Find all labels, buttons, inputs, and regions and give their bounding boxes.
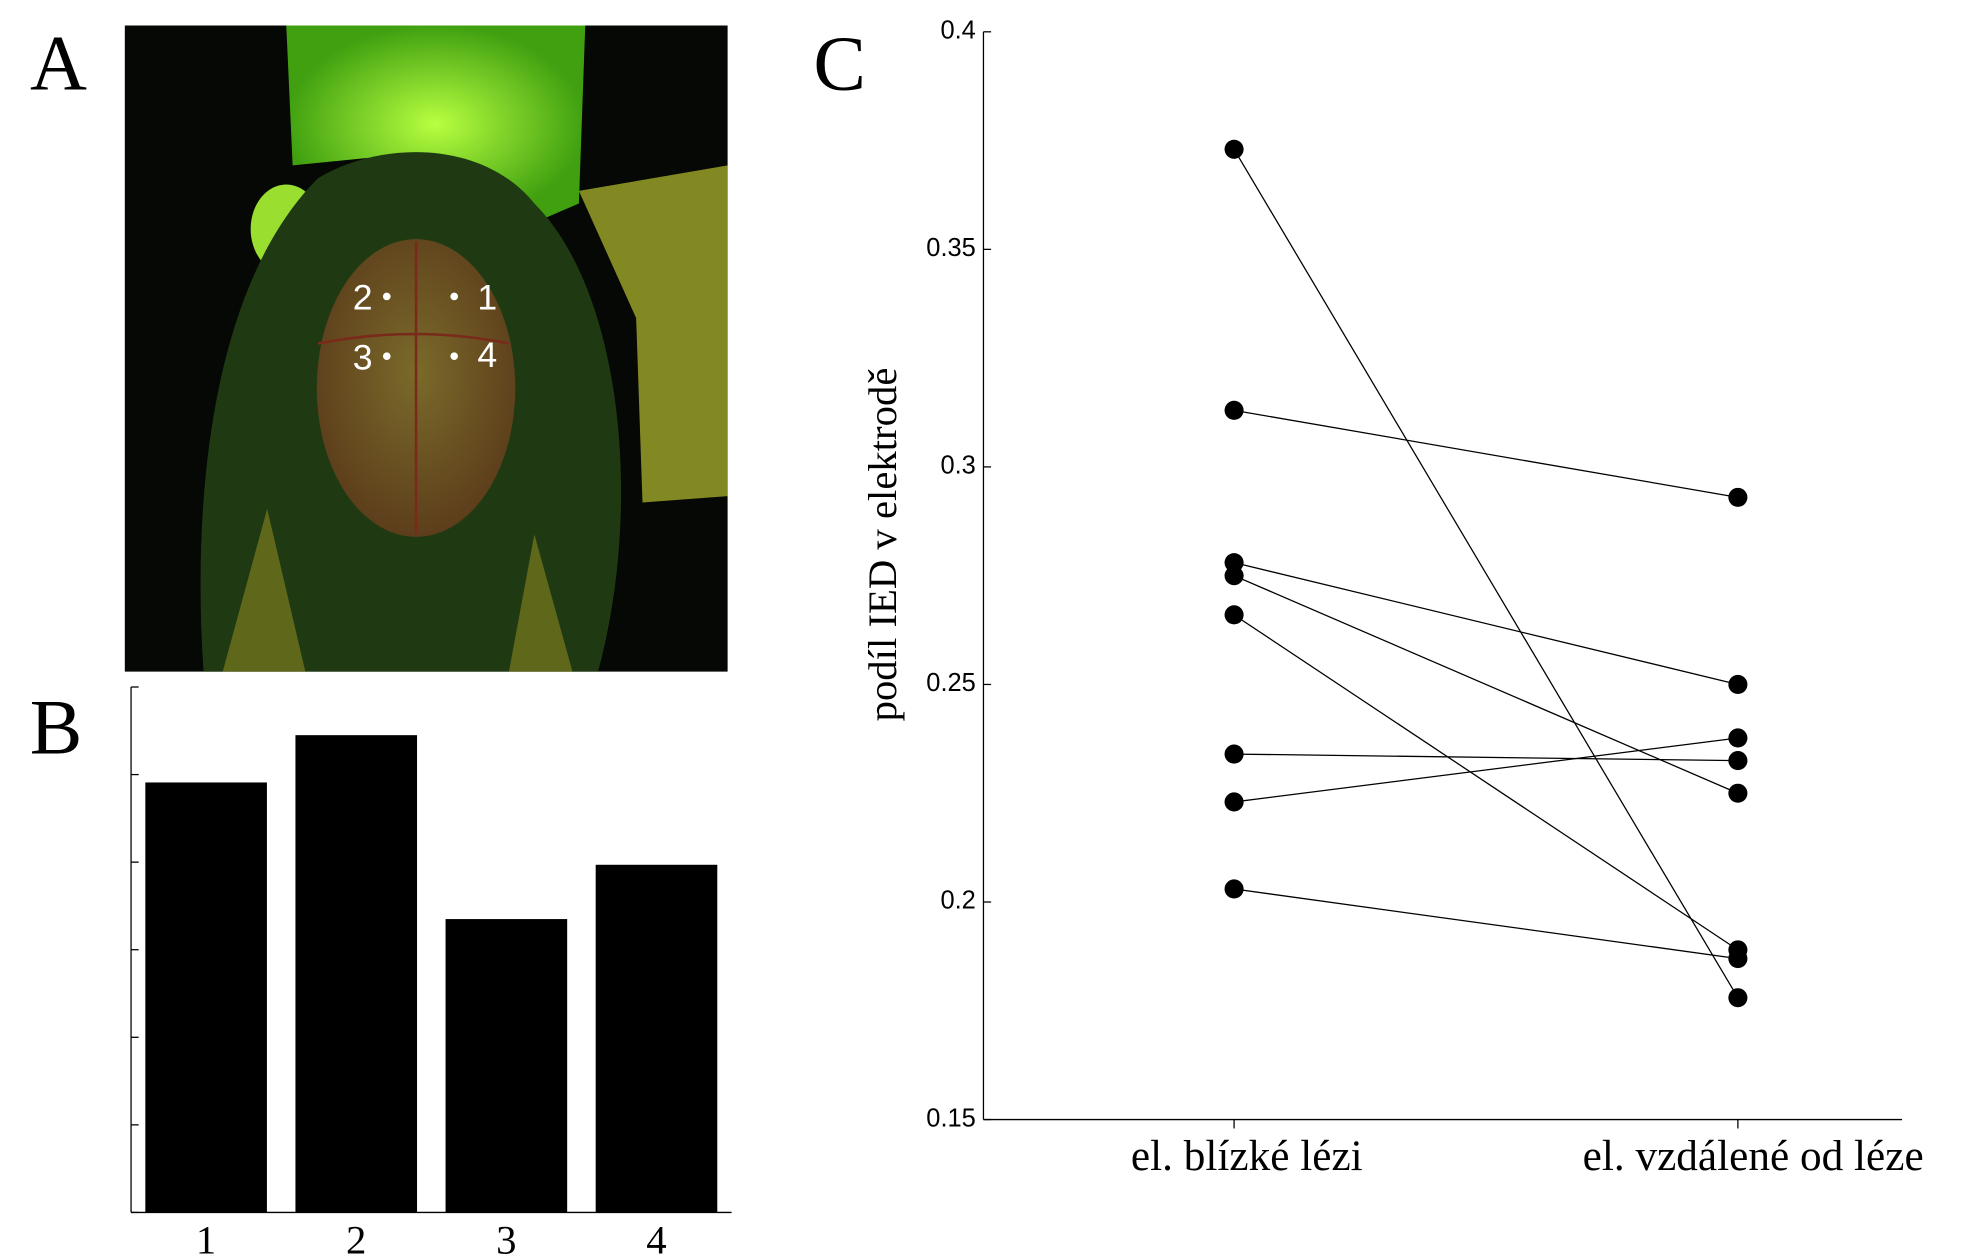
panel-label: B bbox=[30, 684, 83, 771]
data-point bbox=[1728, 487, 1748, 507]
data-point bbox=[1224, 792, 1244, 812]
data-point bbox=[1224, 139, 1244, 159]
series-line bbox=[1234, 737, 1738, 803]
bar bbox=[595, 864, 718, 1213]
data-point bbox=[1224, 400, 1244, 420]
data-point bbox=[1224, 553, 1244, 573]
data-point bbox=[1224, 605, 1244, 625]
data-point bbox=[1728, 949, 1748, 969]
bar bbox=[145, 782, 267, 1213]
electrode-label: 4 bbox=[477, 335, 497, 375]
data-point bbox=[1728, 783, 1748, 803]
y-axis-label: podíl IED v elektrodě bbox=[860, 368, 905, 722]
bar bbox=[445, 919, 568, 1213]
series-line bbox=[1233, 614, 1739, 951]
series-line bbox=[1233, 888, 1738, 960]
series-line bbox=[1233, 575, 1739, 794]
x-tick-label: 3 bbox=[496, 1218, 516, 1259]
electrode-label: 2 bbox=[353, 278, 373, 318]
y-tick-label: 0.35 bbox=[926, 234, 976, 262]
panel-label: C bbox=[813, 20, 866, 107]
bar bbox=[295, 735, 418, 1213]
y-tick-label: 0.3 bbox=[940, 452, 975, 480]
series-line bbox=[1233, 148, 1739, 999]
y-tick-label: 0.25 bbox=[926, 669, 976, 697]
y-tick-label: 0.4 bbox=[940, 17, 975, 45]
x-tick-label: 2 bbox=[346, 1218, 366, 1259]
series-line bbox=[1234, 753, 1738, 762]
x-tick-label: 1 bbox=[196, 1218, 216, 1259]
electrode-label: 3 bbox=[353, 337, 373, 377]
data-point bbox=[1728, 988, 1748, 1008]
data-point bbox=[1224, 744, 1244, 764]
data-point bbox=[1224, 879, 1244, 899]
y-tick-label: 0.2 bbox=[940, 887, 975, 915]
data-point bbox=[1224, 566, 1244, 586]
y-tick-label: 0.15 bbox=[926, 1104, 976, 1132]
photo bbox=[124, 25, 728, 672]
data-point bbox=[1728, 751, 1748, 771]
x-tick-label: 4 bbox=[646, 1218, 666, 1259]
data-point bbox=[1728, 674, 1748, 695]
x-tick-label: el. blízké lézi bbox=[1131, 1132, 1363, 1180]
series-line bbox=[1233, 409, 1738, 498]
panel-label: A bbox=[30, 20, 87, 107]
series-line bbox=[1233, 562, 1739, 686]
x-tick-label: el. vzdálené od léze bbox=[1583, 1132, 1924, 1180]
electrode-label: 1 bbox=[477, 278, 497, 318]
data-point bbox=[1728, 728, 1748, 748]
